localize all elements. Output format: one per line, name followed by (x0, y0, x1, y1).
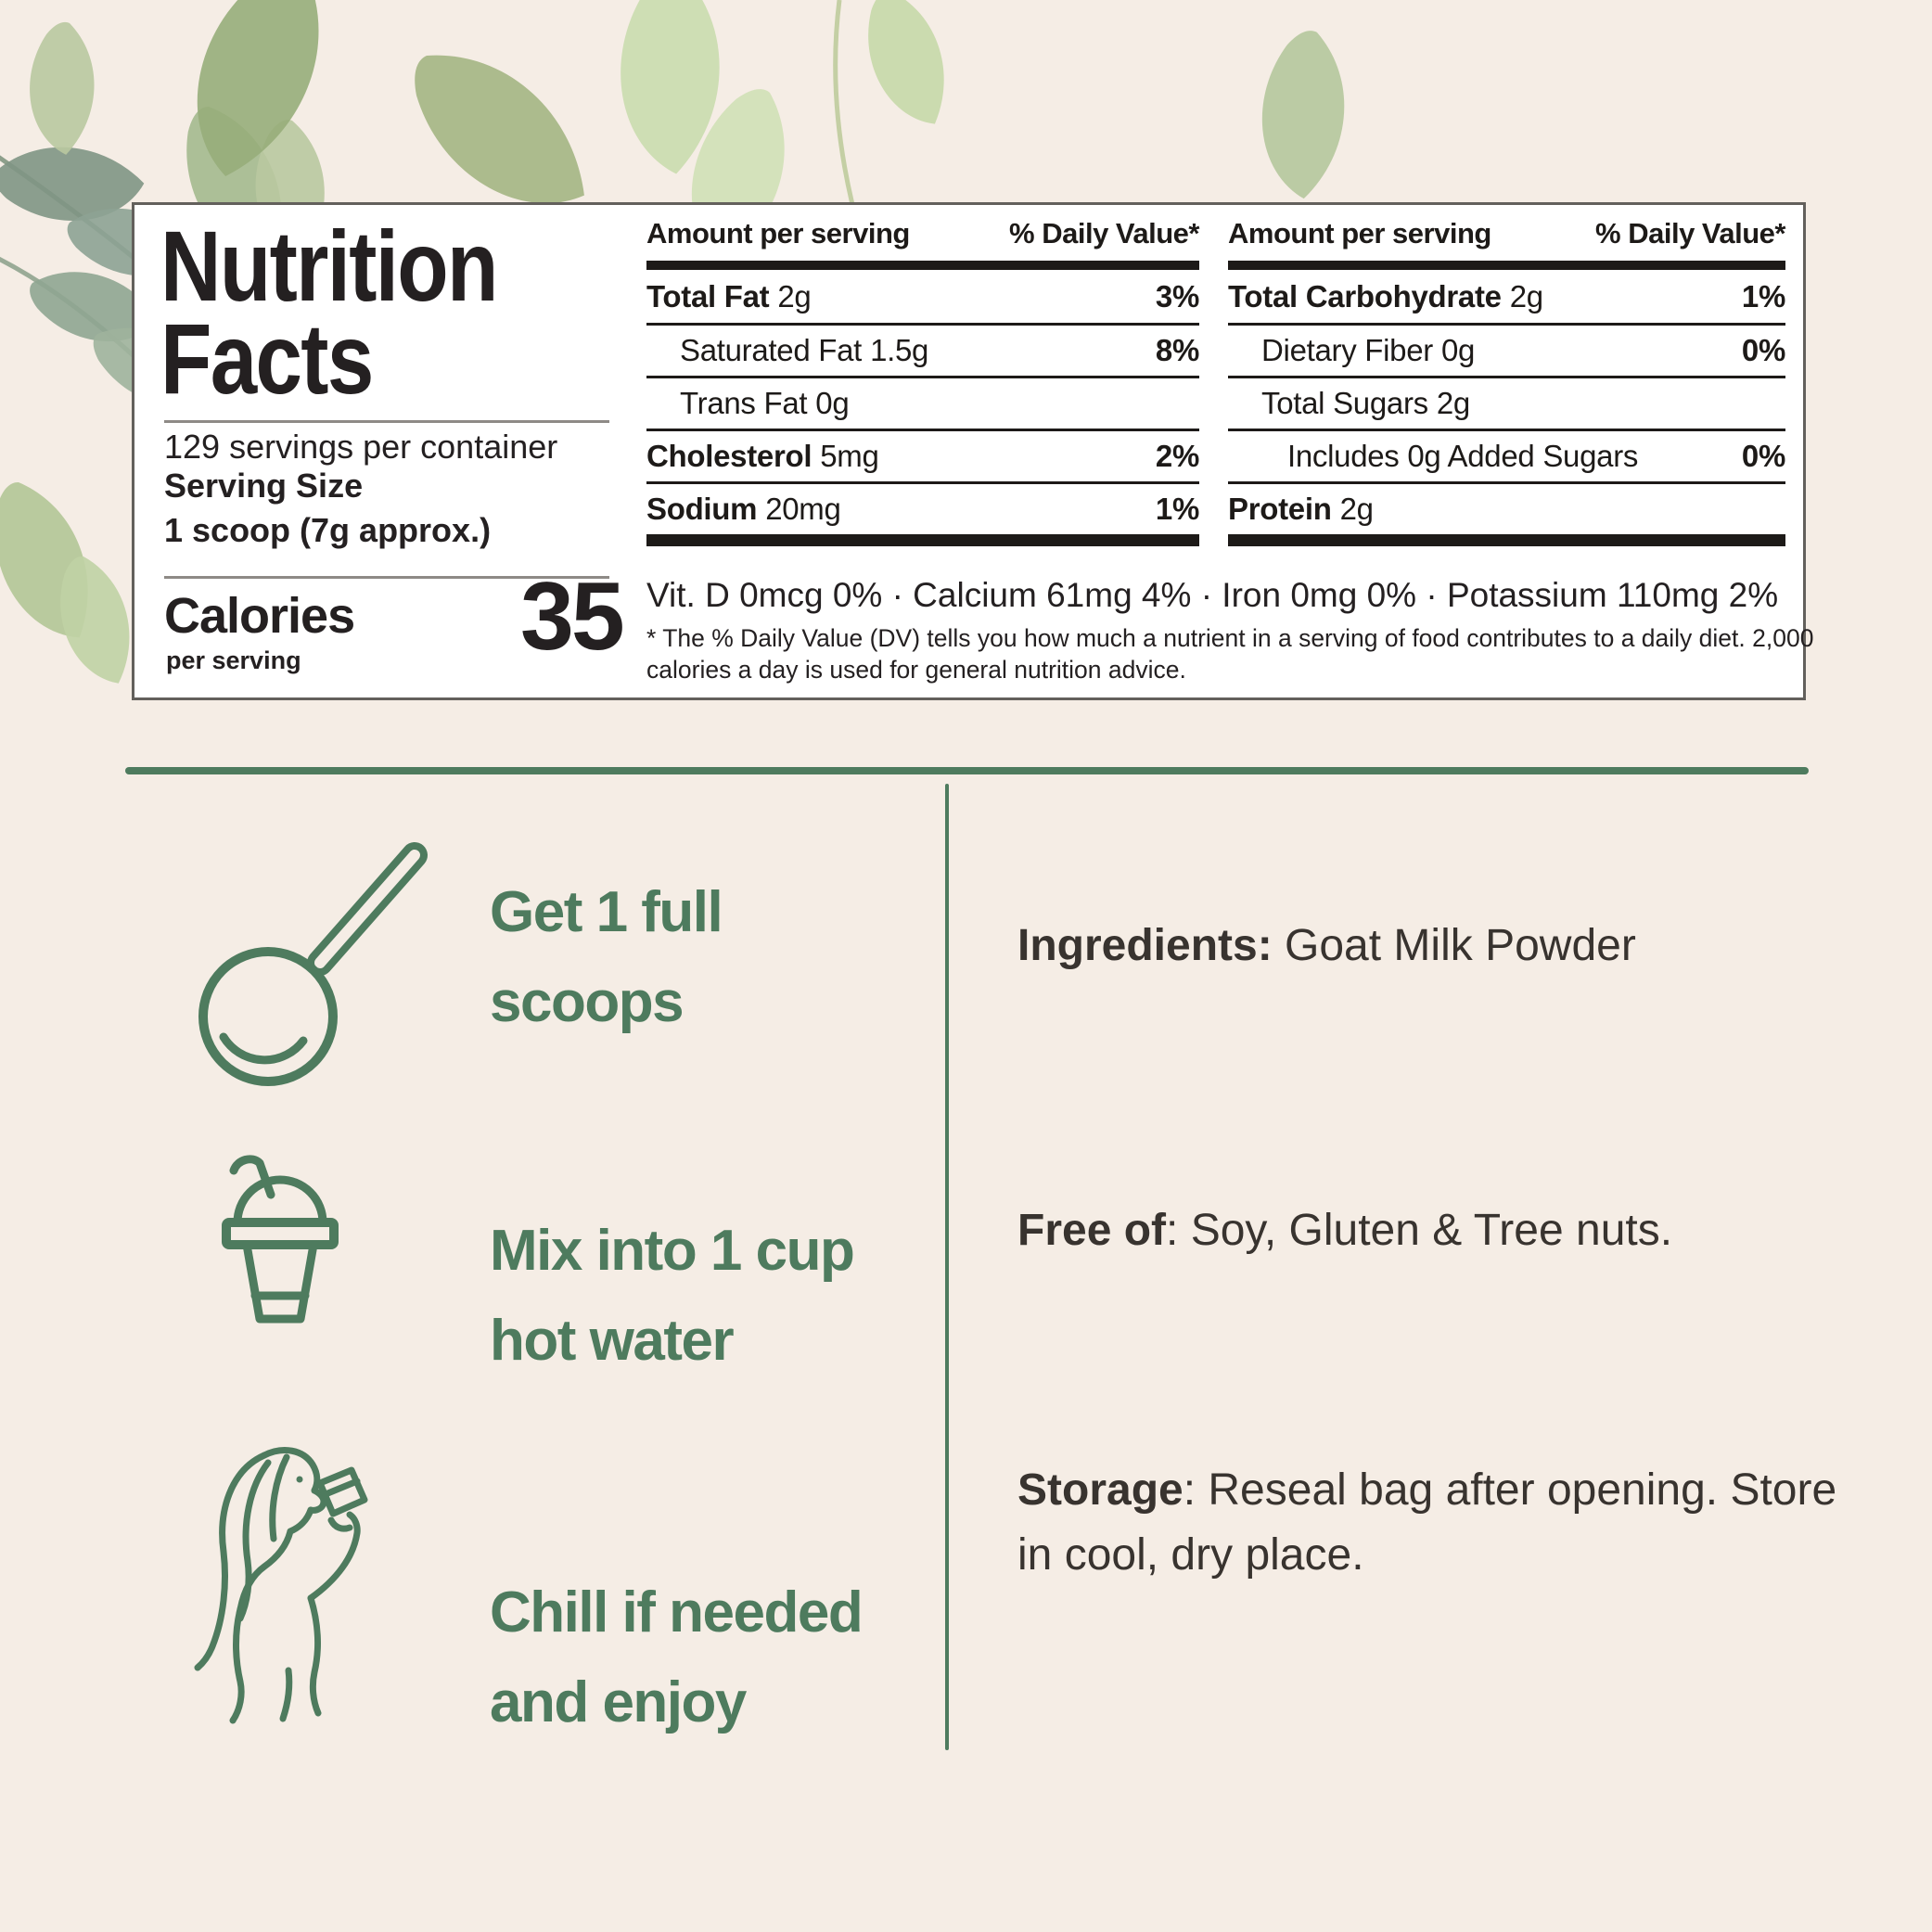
serving-size-value: 1 scoop (7g approx.) (164, 511, 492, 549)
thick-bar (1228, 261, 1785, 270)
instruction-line: scoops (490, 970, 685, 1034)
horizontal-divider (125, 767, 1809, 774)
nutrient-name: Trans Fat 0g (680, 386, 850, 420)
nutrient-name: Total Sugars 2g (1261, 386, 1470, 420)
calories-value: 35 (520, 563, 625, 671)
instruction-line: Mix into 1 cup (490, 1219, 855, 1283)
vertical-divider (945, 784, 949, 1750)
instruction-step-1: Get 1 full scoops (490, 867, 933, 1047)
drinking-woman-icon (194, 1447, 368, 1724)
title-line-2: Facts (160, 302, 374, 415)
nutrient-row: Total Fat 2g 3% (646, 270, 1199, 323)
nutrient-dv: 0% (1741, 333, 1785, 367)
nutrition-facts-title: Nutrition Facts (160, 216, 498, 409)
nutrients-column-left: Amount per serving % Daily Value* Total … (646, 218, 1199, 546)
daily-value-header: % Daily Value* (1009, 217, 1199, 249)
nutrient-row: Saturated Fat 1.5g 8% (646, 323, 1199, 376)
nutrient-rows: Total Fat 2g 3% Saturated Fat 1.5g 8% Tran… (646, 270, 1199, 546)
title-line-1: Nutrition (160, 210, 498, 322)
nutrient-row: Includes 0g Added Sugars 0% (1228, 429, 1785, 481)
nutrient-row: Trans Fat 0g (646, 376, 1199, 429)
nutrient-dv: 8% (1155, 333, 1199, 367)
calories-label: Calories (164, 588, 355, 644)
nutrient-row: Total Sugars 2g (1228, 376, 1785, 429)
divider-rule (164, 420, 609, 423)
serving-size-label: Serving Size (164, 467, 364, 505)
nutrients-column-right: Amount per serving % Daily Value* Total … (1228, 218, 1785, 546)
nutrient-name: Dietary Fiber 0g (1261, 333, 1476, 367)
amount-per-serving-header: Amount per serving (646, 217, 910, 249)
nutrient-row: Sodium 20mg 1% (646, 481, 1199, 534)
nutrient-name: Protein 2g (1228, 492, 1374, 526)
thick-bar (646, 261, 1199, 270)
instruction-line: hot water (490, 1309, 735, 1373)
column-header: Amount per serving % Daily Value* (646, 218, 1199, 249)
nutrient-dv: 0% (1741, 439, 1785, 473)
calories-per-serving-label: per serving (166, 646, 301, 674)
column-header: Amount per serving % Daily Value* (1228, 218, 1785, 249)
nutrient-rows: Total Carbohydrate 2g 1% Dietary Fiber 0g … (1228, 270, 1785, 546)
amount-per-serving-header: Amount per serving (1228, 217, 1491, 249)
scoop-icon (198, 842, 428, 1086)
nutrient-name: Includes 0g Added Sugars (1287, 439, 1639, 473)
nutrient-name: Total Carbohydrate 2g (1228, 278, 1543, 313)
storage-label: Storage (1017, 1465, 1184, 1515)
ingredients-block: Ingredients: Goat Milk Powder (1017, 914, 1852, 979)
storage-block: Storage: Reseal bag after opening. Store… (1017, 1458, 1852, 1588)
nutrient-dv: 3% (1155, 278, 1199, 313)
nutrient-row: Cholesterol 5mg 2% (646, 429, 1199, 481)
instruction-line: Get 1 full (490, 880, 723, 944)
nutrient-dv: 1% (1155, 492, 1199, 526)
nutrition-facts-summary-column: Nutrition Facts 129 servings per contain… (160, 205, 625, 697)
nutrition-facts-panel: Nutrition Facts 129 servings per contain… (132, 202, 1813, 700)
nutrient-row: Dietary Fiber 0g 0% (1228, 323, 1785, 376)
nutrient-dv: 1% (1741, 278, 1785, 313)
storage-text: : Reseal bag after opening. Store in coo… (1017, 1465, 1837, 1580)
ingredients-label: Ingredients: (1017, 921, 1273, 970)
instruction-line: Chill if needed (490, 1580, 864, 1644)
micronutrients-line: Vit. D 0mcg 0% · Calcium 61mg 4% · Iron … (646, 576, 1779, 614)
nutrient-name: Total Fat 2g (646, 278, 812, 313)
free-of-text: : Soy, Gluten & Tree nuts. (1166, 1206, 1673, 1255)
free-of-block: Free of: Soy, Gluten & Tree nuts. (1017, 1198, 1852, 1263)
instruction-step-3: Chill if needed and enjoy (490, 1567, 933, 1747)
daily-value-header: % Daily Value* (1595, 217, 1785, 249)
nutrient-name: Cholesterol 5mg (646, 439, 879, 473)
instruction-step-2: Mix into 1 cup hot water (490, 1206, 933, 1386)
instruction-line: and enjoy (490, 1670, 747, 1734)
nutrient-row: Total Carbohydrate 2g 1% (1228, 270, 1785, 323)
cup-icon (222, 1155, 339, 1324)
daily-value-footnote: * The % Daily Value (DV) tells you how m… (646, 624, 1814, 684)
nutrient-name: Sodium 20mg (646, 492, 841, 526)
divider-rule (164, 576, 609, 579)
nutrient-name: Saturated Fat 1.5g (680, 333, 929, 367)
free-of-label: Free of (1017, 1206, 1167, 1255)
nutrient-dv: 2% (1155, 439, 1199, 473)
servings-per-container: 129 servings per container (164, 428, 558, 466)
nutrient-row: Protein 2g (1228, 481, 1785, 534)
ingredients-text: Goat Milk Powder (1272, 921, 1636, 970)
